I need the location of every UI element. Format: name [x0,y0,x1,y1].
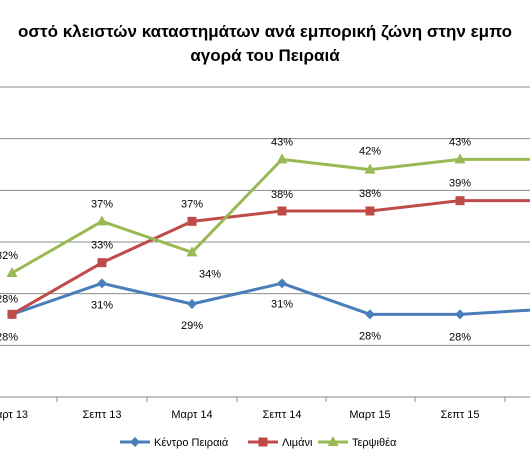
data-label: 37% [181,198,203,210]
data-label: 31% [91,299,113,311]
data-point-marker [364,163,376,174]
legend-label: Λιμάνι [282,437,313,449]
data-label: 29% [181,320,203,332]
data-point-marker [365,206,375,216]
data-point-marker [187,216,197,226]
data-point-marker [258,437,268,447]
data-label: 31% [271,298,293,310]
data-point-marker [186,246,198,257]
x-tick-label: Μαρτ 15 [349,409,390,421]
legend-label: Κέντρο Πειραιά [154,437,229,449]
series-1: 28% 33% 37% 38% 38% 39% [0,178,530,319]
data-label: 33% [91,240,113,252]
legend-item: Τερψιθέα [318,436,397,449]
series-2: 32% 37% 34% 43% 42% 43% [0,136,530,280]
x-tick-label: Σεπτ 13 [83,409,122,421]
data-point-marker [455,309,465,320]
data-label: 38% [271,189,293,201]
legend-item: Κέντρο Πειραιά [120,437,229,449]
x-axis: αρτ 13 Σεπτ 13 Μαρτ 14 Σεπτ 14 Μαρτ 15 Σεπτ 1… [0,396,530,421]
data-point-marker [6,267,18,277]
data-label: 28% [449,331,471,343]
data-point-marker [96,215,108,226]
data-point-marker [277,206,287,216]
data-label: 39% [449,178,471,190]
data-label: 38% [359,188,381,200]
data-label: 28% [0,293,18,305]
data-point-marker [187,299,197,309]
series-line [11,157,530,275]
legend-item: Λιμάνι [248,437,313,449]
data-label: 43% [449,136,471,148]
data-label: 32% [0,250,18,262]
series-line [11,199,530,316]
data-point-marker [97,278,107,289]
data-point-marker [365,309,375,320]
data-point-marker [327,436,339,446]
x-tick-label: Μαρτ 14 [171,409,212,421]
data-point-marker [7,309,17,319]
data-label: 42% [359,146,381,158]
data-label: 43% [271,136,293,148]
chart-title-line: αγορά του Πειραιά [190,46,340,65]
chart-title: οστό κλειστών καταστημάτων ανά εμπορική … [18,22,512,65]
legend-label: Τερψιθέα [352,437,397,449]
data-point-marker [277,278,287,289]
series-0: 28% 31% 29% 31% 28% 28% [0,278,530,343]
data-point-marker [130,437,140,447]
data-label: 28% [359,330,381,342]
data-point-marker [454,153,466,164]
legend: Κέντρο Πειραιά Λιμάνι Τερψιθέα [120,436,397,449]
data-point-marker [276,153,288,164]
series-group: 28%31%29%31%28%28%28%33%37%38%38%39%32%3… [0,136,530,343]
data-label: 34% [199,268,221,280]
gridlines [0,86,530,346]
x-tick-label: Σεπτ 14 [263,409,302,421]
data-label: 28% [0,331,18,343]
data-point-marker [455,196,465,206]
x-tick-label: Σεπτ 15 [441,409,480,421]
data-label: 37% [91,198,113,210]
chart-title-line: οστό κλειστών καταστημάτων ανά εμπορική … [18,22,512,41]
data-point-marker [97,258,107,268]
x-tick-label: αρτ 13 [0,409,28,421]
